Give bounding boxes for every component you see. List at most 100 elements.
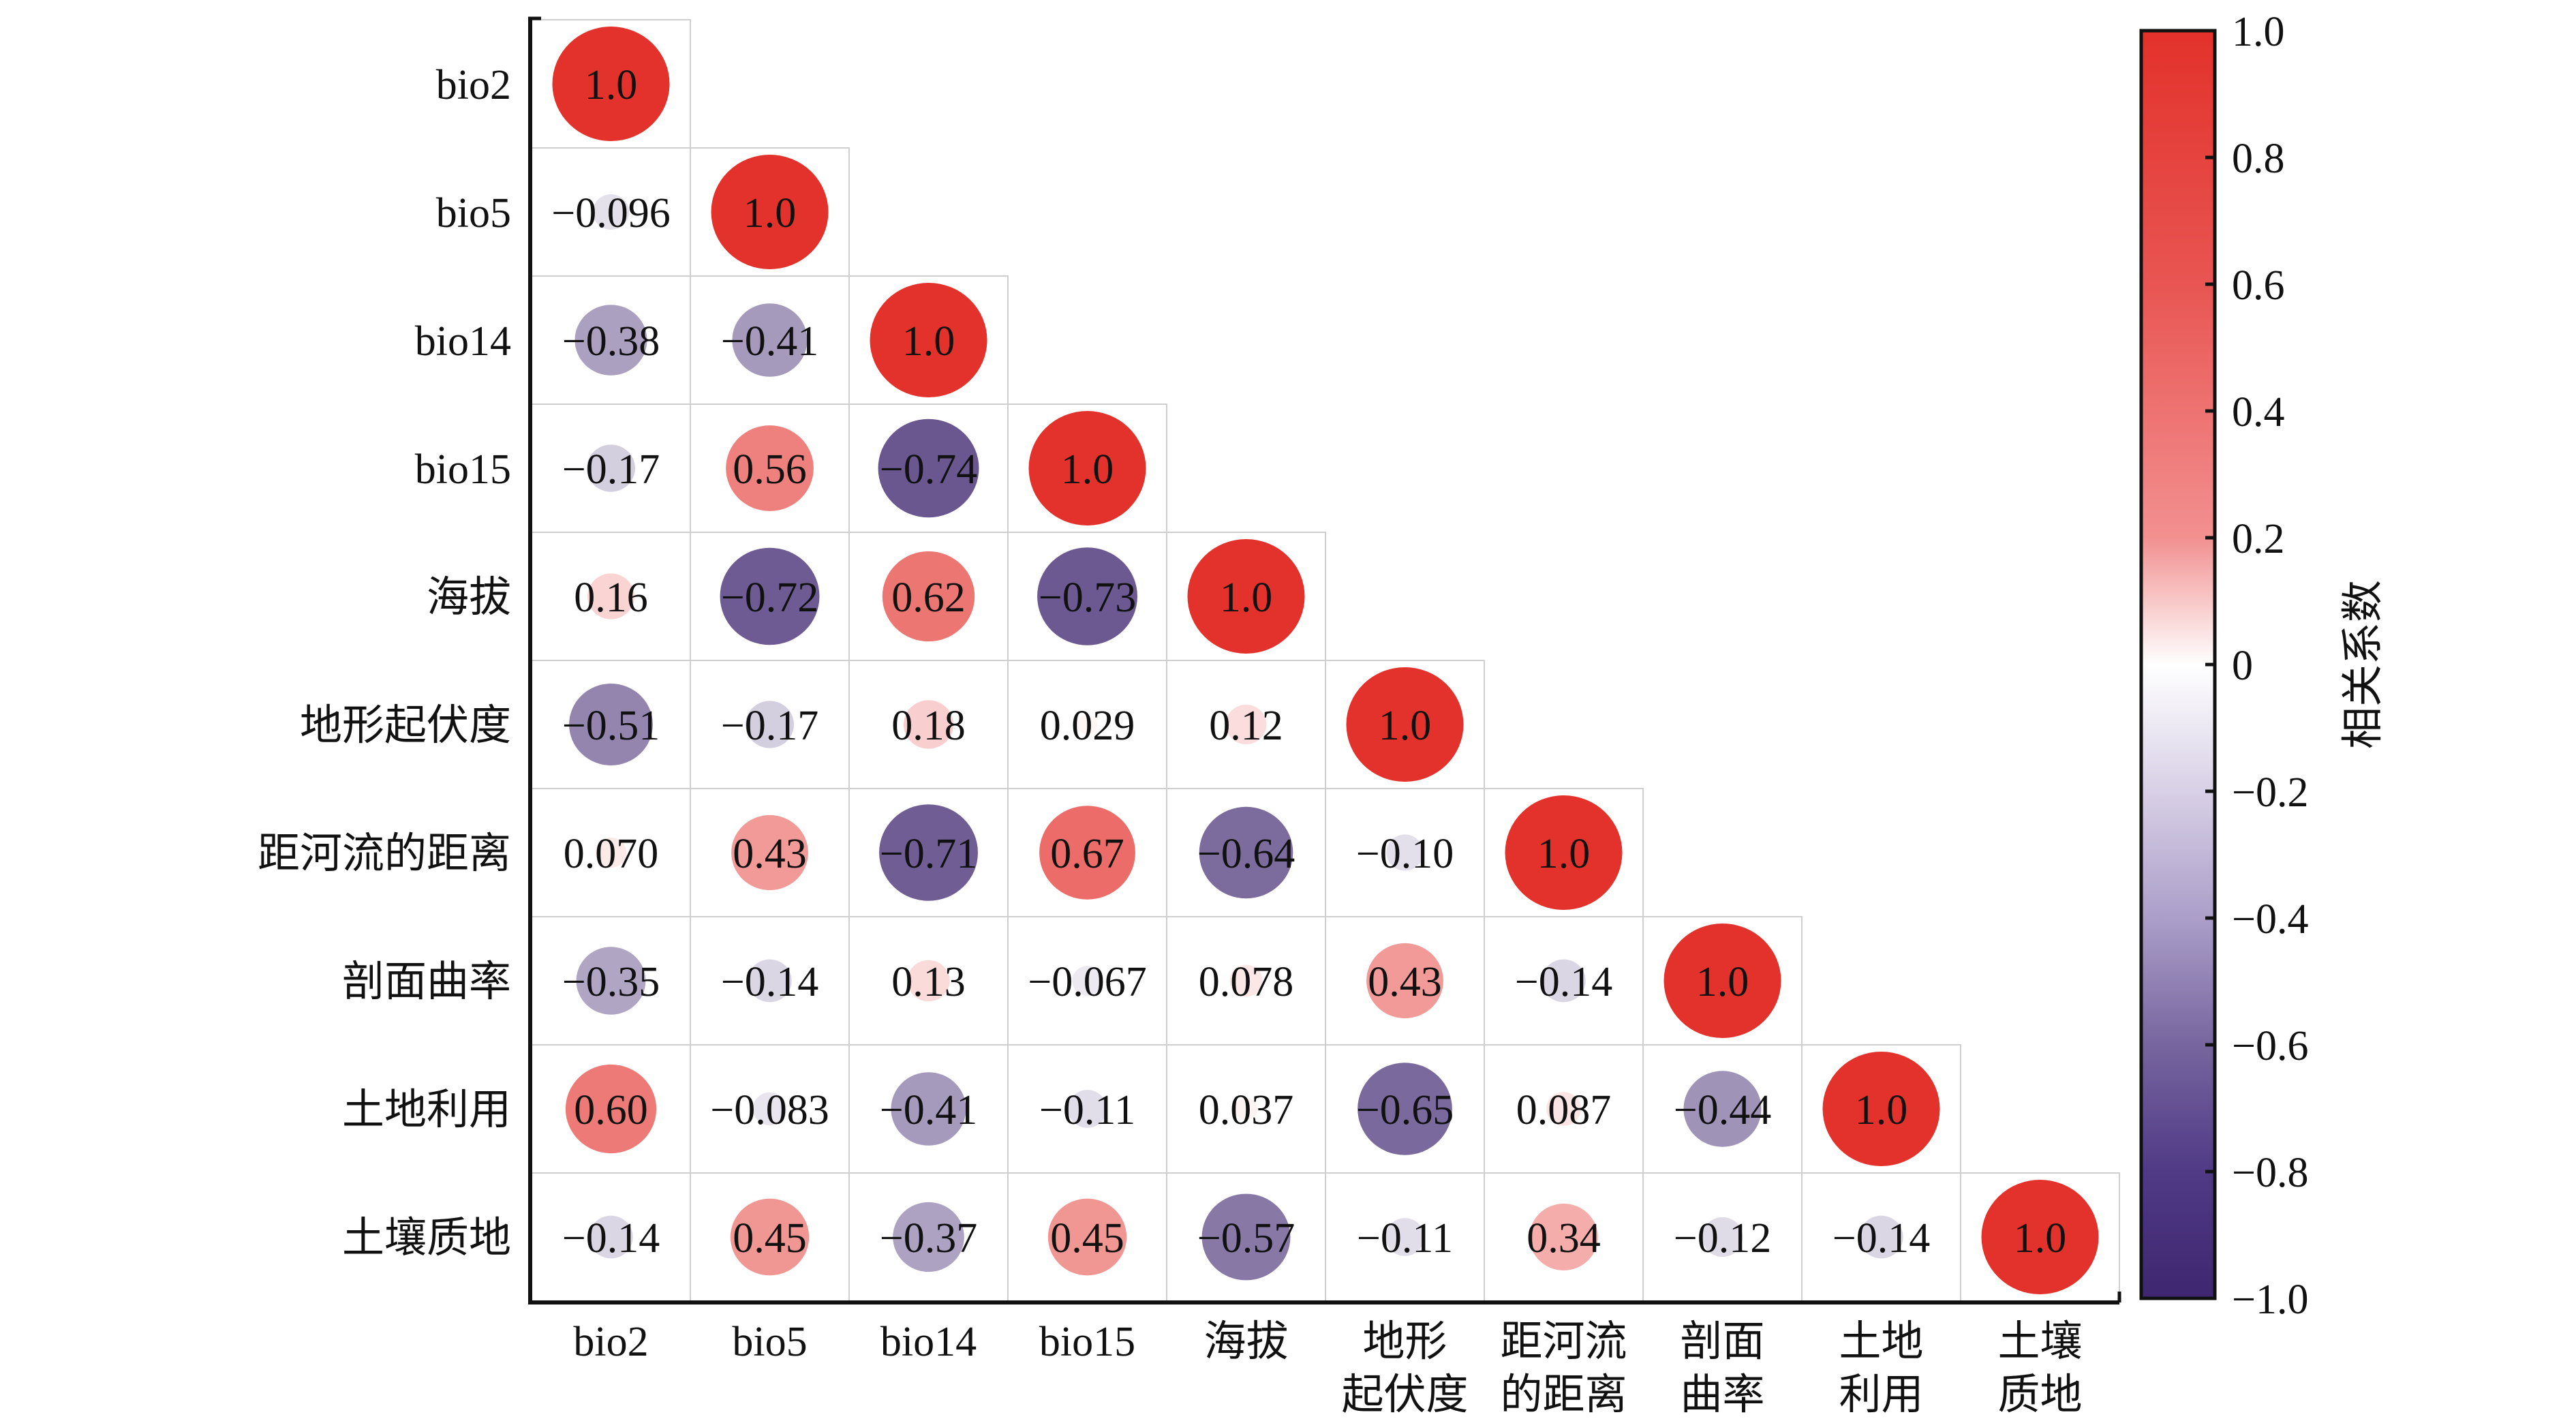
correlation-circle [732, 303, 808, 377]
correlation-circles [552, 27, 2099, 1294]
correlation-value-label: 0.34 [1527, 1215, 1601, 1262]
correlation-value-label: 0.070 [564, 831, 659, 877]
axes [528, 16, 2121, 1304]
correlation-circle [1683, 1071, 1762, 1147]
colorbar: 1.0 0.8 0.6 0.4 0.2 0 −0.2 −0.4 −0.6 −0.8 −1.0 相关系数 [2139, 9, 2387, 1323]
correlation-circle [1187, 539, 1305, 654]
correlation-value-label: 1.0 [1061, 446, 1114, 493]
correlation-circle [1229, 964, 1263, 997]
x-tick-label: bio5 [732, 1319, 807, 1365]
correlation-circle [907, 960, 950, 1002]
colorbar-tick-label: 0 [2232, 643, 2253, 689]
correlation-circle [1199, 806, 1293, 899]
y-tick-label: 距河流的距离 [258, 831, 511, 877]
correlation-value-label: 1.0 [1855, 1087, 1908, 1133]
correlation-value-label: 1.0 [1537, 831, 1591, 877]
correlation-circle [589, 1215, 633, 1259]
x-tick-label: 地形 [1362, 1319, 1447, 1365]
correlation-value-label: 1.0 [743, 190, 797, 236]
correlation-value-label: 0.43 [733, 831, 807, 877]
correlation-value-label: 1.0 [902, 318, 955, 365]
y-tick-label: 土壤质地 [342, 1215, 511, 1262]
correlation-circle [1981, 1180, 2099, 1294]
correlation-value-label: −0.41 [721, 318, 818, 365]
x-tick-label: 土壤 [1997, 1319, 2082, 1365]
correlation-circle [587, 444, 635, 492]
x-tick-label: bio2 [573, 1319, 648, 1365]
correlation-circle [587, 573, 634, 620]
correlation-value-label: 0.45 [733, 1215, 807, 1262]
correlation-circle [904, 700, 953, 749]
correlation-value-label: −0.35 [562, 959, 660, 1005]
colorbar-tick-label: 1.0 [2232, 9, 2285, 55]
x-tick-label: 海拔 [1203, 1319, 1288, 1365]
colorbar-tick-label: −0.8 [2232, 1150, 2308, 1196]
correlation-circle [1028, 411, 1146, 525]
correlation-circle [565, 1064, 657, 1154]
correlation-value-label: 0.037 [1199, 1087, 1294, 1133]
correlation-value-label: 0.62 [891, 575, 966, 621]
x-tick-label: bio15 [1039, 1319, 1135, 1365]
colorbar-tick-label: −0.4 [2232, 896, 2308, 943]
correlation-value-label: 0.67 [1050, 831, 1124, 877]
correlation-circle [752, 1092, 787, 1126]
correlation-value-label: −0.14 [1515, 959, 1612, 1005]
correlation-value-label: 1.0 [1379, 703, 1432, 749]
correlation-circle [1358, 1063, 1452, 1155]
y-tick-label: bio15 [415, 446, 511, 493]
correlation-value-label: −0.096 [551, 190, 670, 236]
x-tick-label: 距河流 [1500, 1319, 1627, 1365]
correlation-circle [878, 418, 979, 518]
colorbar-tick-label: −1.0 [2232, 1277, 2308, 1323]
y-tick-labels: bio2 bio5 bio14 bio15 海拔地形起伏度距河流的距离剖面曲率土地利用土… [258, 62, 511, 1262]
x-tick-label: 的距离 [1500, 1372, 1627, 1418]
correlation-circle [1047, 1198, 1127, 1276]
x-tick-label: 利用 [1839, 1372, 1923, 1418]
correlation-circle [1385, 1218, 1425, 1256]
correlation-circle [730, 1198, 810, 1276]
correlation-circle [1225, 704, 1267, 745]
correlation-circle [1822, 1052, 1940, 1166]
x-tick-label: 土地 [1839, 1319, 1923, 1365]
correlation-circle [1234, 1097, 1258, 1120]
correlation-value-label: 0.078 [1199, 959, 1294, 1005]
correlation-circle [1663, 924, 1781, 1038]
correlation-value-label: −0.65 [1356, 1087, 1454, 1133]
correlation-value-label: −0.64 [1197, 831, 1295, 877]
x-tick-label: bio14 [880, 1319, 977, 1365]
correlation-circle [1542, 959, 1586, 1003]
correlation-circle [1201, 1193, 1291, 1281]
correlation-circle [1346, 667, 1464, 782]
correlation-value-label: −0.57 [1197, 1215, 1295, 1262]
correlation-circle [891, 1072, 966, 1146]
correlation-value-label: −0.17 [721, 703, 818, 749]
correlation-value-label: −0.38 [562, 318, 660, 365]
correlation-circle [1077, 714, 1098, 735]
colorbar-tick-label: −0.6 [2232, 1023, 2308, 1069]
correlation-circle [879, 804, 978, 901]
correlation-circle [1702, 1217, 1743, 1257]
correlation-circle [1859, 1215, 1903, 1259]
colorbar-tick-label: 0.4 [2232, 389, 2285, 436]
correlation-circle [731, 814, 808, 891]
correlation-value-label: −0.12 [1674, 1215, 1771, 1262]
correlation-circle [552, 27, 670, 141]
correlation-value-label: 0.029 [1040, 703, 1135, 749]
correlation-value-label: −0.067 [1028, 959, 1146, 1005]
correlation-values: 1.0 −0.096 1.0 −0.38 −0.41 1.0 −0.17 0.56 −0.74 1… [551, 62, 2066, 1262]
correlation-circle [576, 947, 646, 1015]
correlation-value-label: −0.72 [721, 575, 818, 621]
correlation-value-label: −0.14 [1833, 1215, 1930, 1262]
correlation-circle [569, 684, 653, 765]
correlation-value-label: −0.10 [1356, 831, 1454, 877]
correlation-circle [595, 837, 627, 868]
correlation-value-label: 1.0 [585, 62, 638, 108]
correlation-value-label: −0.083 [710, 1087, 829, 1133]
correlation-circle [1505, 795, 1623, 910]
x-tick-label: 剖面 [1680, 1319, 1764, 1365]
correlation-value-label: 1.0 [2014, 1215, 2067, 1262]
correlation-value-label: −0.71 [880, 831, 977, 877]
correlation-value-label: −0.73 [1039, 575, 1136, 621]
correlation-value-label: −0.51 [562, 703, 660, 749]
